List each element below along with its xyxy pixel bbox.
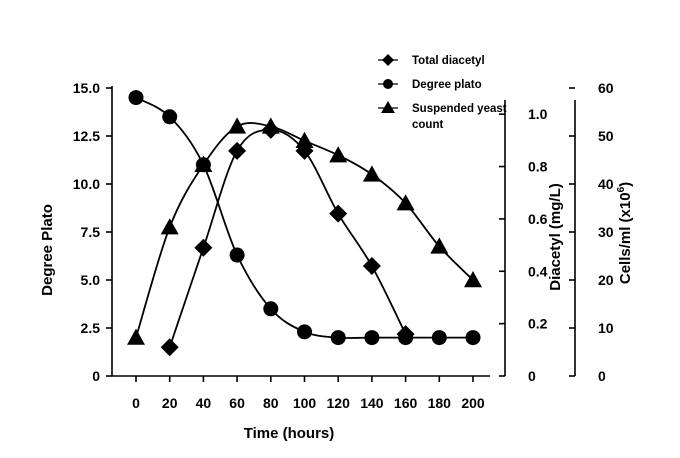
left-axis-tick-label: 10.0 xyxy=(73,176,100,192)
x-axis-tick-label: 80 xyxy=(263,395,279,411)
diacetyl-axis-title: Diacetyl (mg/L) xyxy=(547,183,564,291)
x-axis-tick-label: 20 xyxy=(162,395,178,411)
legend-marker-triangle xyxy=(381,101,395,113)
data-point-triangle xyxy=(160,218,179,235)
data-point-circle xyxy=(330,330,346,346)
x-axis-tick-label: 140 xyxy=(360,395,384,411)
data-point-circle xyxy=(263,301,279,317)
series-circle xyxy=(128,90,481,346)
data-point-circle xyxy=(162,109,178,125)
data-point-circle xyxy=(398,330,414,346)
legend-item-triangle: Suspended yeast count xyxy=(378,101,507,131)
x-axis-title: Time (hours) xyxy=(244,425,335,442)
data-point-triangle xyxy=(295,131,314,148)
legend-item-circle: Degree plato xyxy=(378,79,482,91)
data-point-diamond xyxy=(228,141,247,160)
diacetyl-axis-tick-label: 0.8 xyxy=(528,159,548,175)
legend-marker-circle xyxy=(383,79,393,89)
left-axis-tick-label: 15.0 xyxy=(73,80,100,96)
cells-axis-tick-label: 30 xyxy=(598,224,614,240)
data-point-triangle xyxy=(194,155,213,172)
data-point-triangle xyxy=(127,328,145,345)
series-layer xyxy=(127,90,482,357)
left-axis-tick-label: 7.5 xyxy=(81,224,101,240)
data-point-circle xyxy=(229,247,245,263)
diacetyl-axis-tick-label: 0.4 xyxy=(528,263,548,279)
cells-axis-title: Cells/ml (x106) xyxy=(616,182,634,284)
legend-item-diamond: Total diacetyl xyxy=(378,54,485,67)
series-triangle xyxy=(127,117,482,345)
x-axis-tick-label: 160 xyxy=(394,395,418,411)
cells-axis-tick-label: 50 xyxy=(598,128,614,144)
data-point-circle xyxy=(128,90,144,106)
x-axis-tick-label: 120 xyxy=(327,395,351,411)
data-point-triangle xyxy=(430,237,449,254)
cells-axis-tick-label: 20 xyxy=(598,272,614,288)
cells-axis-tick-label: 10 xyxy=(598,320,614,336)
data-point-circle xyxy=(465,330,481,346)
x-axis-tick-label: 180 xyxy=(428,395,452,411)
cells-axis-title-exponent: 6 xyxy=(616,186,627,192)
cells-axis-title-end: ) xyxy=(617,182,634,187)
diacetyl-axis-tick-label: 0 xyxy=(528,368,536,384)
legend-label: Total diacetyl xyxy=(412,55,485,67)
axes-layer: 02.55.07.510.012.515.00 20 40 60 80 100 120 140… xyxy=(39,80,634,442)
data-point-triangle xyxy=(261,117,280,134)
x-axis-tick-label: 40 xyxy=(196,395,212,411)
legend-marker-diamond xyxy=(382,54,394,66)
cells-axis-tick-label: 0 xyxy=(598,368,606,384)
diacetyl-axis-tick-label: 0.6 xyxy=(528,211,548,227)
left-axis-title: Degree Plato xyxy=(39,204,56,296)
legend-label: Degree plato xyxy=(412,79,482,91)
data-point-triangle xyxy=(396,194,415,211)
diacetyl-axis-tick-label: 0.2 xyxy=(528,316,548,332)
data-point-triangle xyxy=(329,146,348,163)
cells-axis-tick-label: 60 xyxy=(598,80,614,96)
data-point-triangle xyxy=(228,117,247,134)
left-axis-tick-label: 5.0 xyxy=(81,272,101,288)
data-point-diamond xyxy=(194,238,213,257)
data-point-diamond xyxy=(160,338,179,357)
series-line-triangle xyxy=(135,122,474,338)
left-axis-tick-label: 2.5 xyxy=(81,320,101,336)
legend: Total diacetyl Degree plato Suspended yeas… xyxy=(378,54,507,131)
left-axis-tick-label: 12.5 xyxy=(73,128,100,144)
x-axis-tick-label: 200 xyxy=(461,395,485,411)
cells-axis-title-main: Cells/ml (x10 xyxy=(617,192,634,284)
legend-label: count xyxy=(412,119,443,131)
cells-axis-tick-label: 40 xyxy=(598,176,614,192)
data-point-circle xyxy=(431,330,447,346)
data-point-circle xyxy=(364,330,380,346)
data-point-diamond xyxy=(329,204,348,223)
data-point-diamond xyxy=(362,257,381,276)
left-axis-tick-label: 0 xyxy=(92,368,100,384)
data-point-triangle xyxy=(362,165,381,182)
legend-label: Suspended yeast xyxy=(412,103,507,115)
data-point-circle xyxy=(297,324,312,340)
x-axis-tick-label: 0 xyxy=(132,395,140,411)
diacetyl-axis-tick-label: 1.0 xyxy=(528,106,548,122)
data-point-triangle xyxy=(464,271,482,288)
x-axis-tick-label: 100 xyxy=(293,395,317,411)
x-axis-tick-label: 60 xyxy=(229,395,245,411)
